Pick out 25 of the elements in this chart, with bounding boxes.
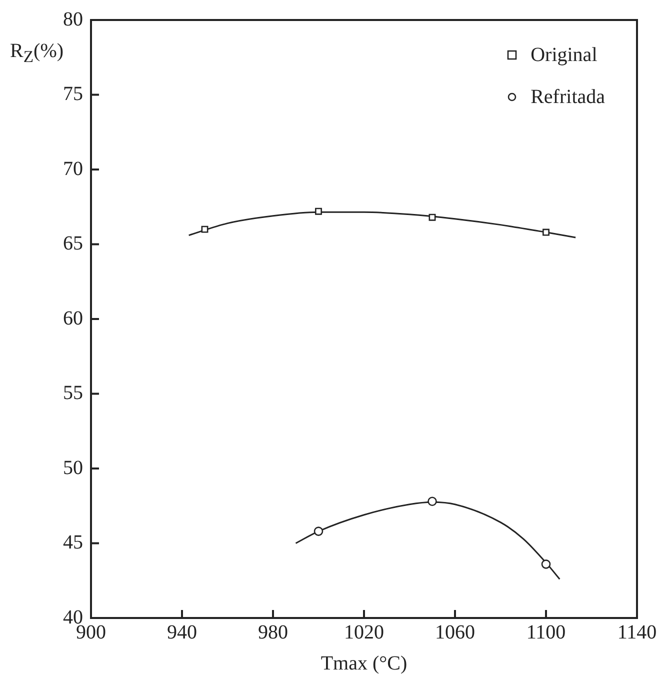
x-tick-label: 1060 <box>435 621 475 644</box>
x-tick-label: 1100 <box>526 621 566 644</box>
y-tick-label: 75 <box>63 83 83 105</box>
y-tick-label: 65 <box>63 232 83 254</box>
legend-label: Original <box>530 43 598 68</box>
point <box>315 208 322 215</box>
x-tick-label: 940 <box>167 621 197 644</box>
x-tick-label: 980 <box>258 621 288 644</box>
y-axis-title: R$_{Z}$(%) <box>10 40 64 67</box>
y-tick-label: 80 <box>63 8 83 30</box>
y-tick-label: 55 <box>63 382 83 404</box>
x-tick-label: 1140 <box>617 621 657 644</box>
y-tick-label: 60 <box>63 307 83 330</box>
point <box>428 496 437 506</box>
y-tick-label: 45 <box>63 532 83 554</box>
point <box>428 214 436 221</box>
point <box>541 560 551 569</box>
point <box>201 226 208 233</box>
y-tick-label: 70 <box>63 158 83 180</box>
x-tick-label: 1020 <box>344 621 384 644</box>
legend-label: Refritada <box>530 85 605 110</box>
point <box>542 228 550 236</box>
x-axis-title: Tmax (°C) <box>320 652 408 674</box>
point <box>314 526 324 536</box>
y-tick-label: 50 <box>63 456 83 479</box>
